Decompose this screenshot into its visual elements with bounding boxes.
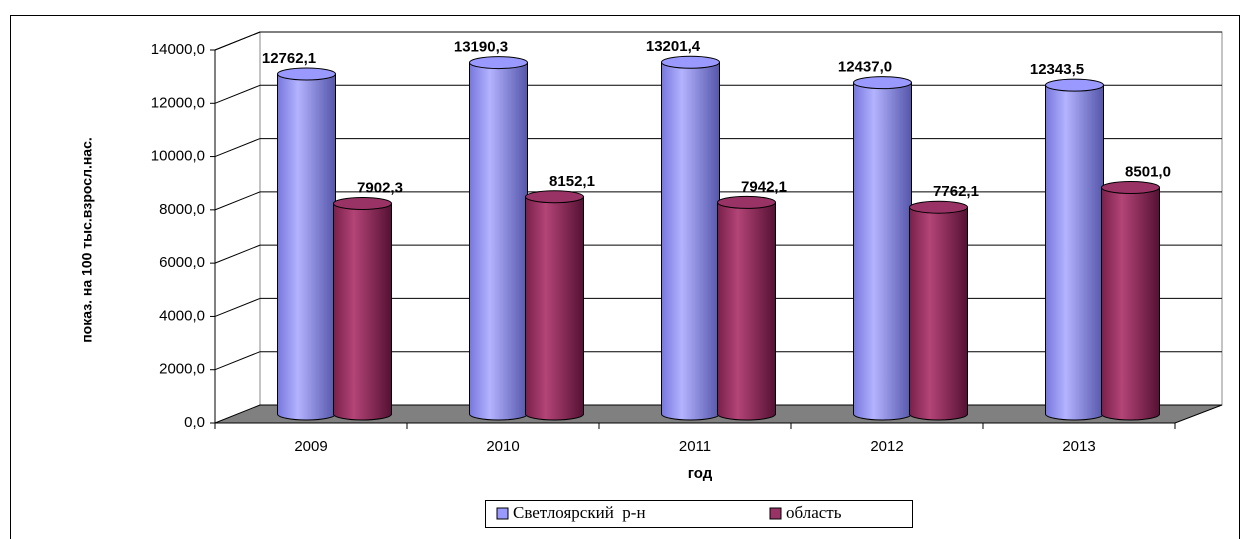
legend-label: Светлоярский р-н bbox=[513, 503, 646, 522]
bar bbox=[1045, 85, 1104, 414]
grid-line bbox=[214, 191, 261, 211]
bar bbox=[853, 82, 912, 414]
y-tick-label: 10000,0 bbox=[151, 148, 205, 165]
y-tick-label: 6000,0 bbox=[159, 254, 205, 271]
data-label: 8501,0 bbox=[1125, 163, 1171, 180]
cylinder-top bbox=[661, 55, 720, 69]
cylinder-top bbox=[333, 196, 392, 210]
data-label: 12343,5 bbox=[1030, 61, 1084, 78]
bar bbox=[1101, 187, 1160, 414]
legend-swatch bbox=[769, 507, 782, 520]
y-tick-label: 0,0 bbox=[184, 414, 205, 431]
cylinder-top bbox=[717, 195, 776, 209]
grid-line bbox=[214, 297, 261, 317]
grid-line bbox=[214, 84, 261, 104]
data-label: 13190,3 bbox=[454, 39, 508, 56]
data-label: 7942,1 bbox=[741, 178, 787, 195]
cylinder-top bbox=[1045, 78, 1104, 92]
cylinder-top bbox=[525, 190, 584, 204]
frame bbox=[10, 15, 1240, 539]
data-label: 7762,1 bbox=[933, 183, 979, 200]
cylinder-top bbox=[469, 56, 528, 70]
x-tick-label: 2011 bbox=[679, 438, 711, 455]
y-tick-label: 8000,0 bbox=[159, 201, 205, 218]
y-axis-title: показ. на 100 тыс.взросл.нас. bbox=[79, 137, 95, 343]
x-tick-label: 2013 bbox=[1062, 438, 1095, 455]
cylinder-top bbox=[909, 200, 968, 214]
grid-line bbox=[214, 138, 261, 158]
data-label: 12762,1 bbox=[262, 50, 316, 67]
data-label: 12437,0 bbox=[838, 59, 892, 76]
data-label: 13201,4 bbox=[646, 38, 701, 55]
bar bbox=[661, 62, 720, 415]
cylinder-top bbox=[277, 67, 336, 81]
legend-label: область bbox=[786, 503, 842, 522]
bar bbox=[333, 203, 392, 414]
cylinder-top bbox=[1101, 181, 1160, 195]
legend-swatch bbox=[496, 507, 509, 520]
y-tick-label: 4000,0 bbox=[159, 307, 205, 324]
grid-line bbox=[214, 351, 261, 371]
cylinder-top bbox=[853, 76, 912, 90]
y-tick-label: 2000,0 bbox=[159, 361, 205, 378]
bar bbox=[277, 73, 336, 414]
data-label: 7902,3 bbox=[357, 179, 403, 196]
side-edge bbox=[214, 31, 261, 51]
bar bbox=[909, 207, 968, 414]
y-tick-label: 12000,0 bbox=[151, 94, 205, 111]
data-label: 8152,1 bbox=[549, 173, 595, 190]
bar bbox=[525, 196, 584, 414]
x-axis-title: год bbox=[688, 465, 713, 482]
bar bbox=[717, 202, 776, 414]
x-tick-label: 2012 bbox=[870, 438, 903, 455]
legend bbox=[485, 500, 913, 528]
bar bbox=[469, 62, 528, 414]
grid-line bbox=[214, 244, 261, 264]
y-tick-label: 14000,0 bbox=[151, 41, 205, 58]
x-tick-label: 2010 bbox=[486, 438, 519, 455]
x-tick-label: 2009 bbox=[294, 438, 327, 455]
